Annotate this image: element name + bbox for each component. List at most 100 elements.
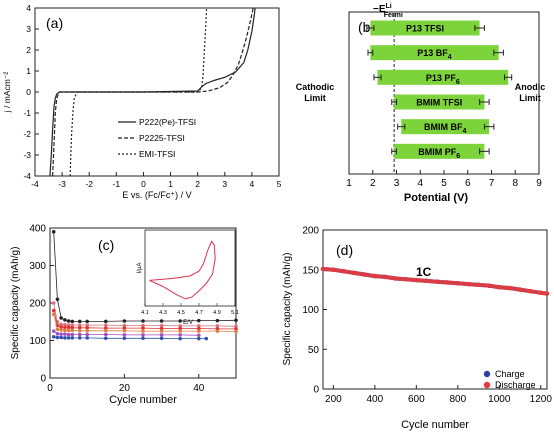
y-tick-label: 200 bbox=[302, 226, 319, 237]
data-point bbox=[70, 332, 75, 337]
data-point bbox=[507, 285, 512, 291]
data-point bbox=[455, 281, 461, 286]
x-tick-label: 5 bbox=[277, 179, 282, 189]
panel-d-label: (d) bbox=[336, 242, 353, 258]
data-point bbox=[204, 336, 209, 341]
y-tick-label: 3 bbox=[26, 24, 31, 34]
data-point bbox=[234, 327, 238, 331]
y-tick-label: 1 bbox=[26, 66, 31, 76]
data-point bbox=[197, 326, 201, 331]
panel-a: (a) -4 -3 -2 -1 0 1 2 3 4 -4 -3 -2 -1 0 1 2 3 4 5 E vs. (… bbox=[2, 3, 282, 200]
bar-label: P13 PF6 bbox=[426, 73, 460, 86]
x-tick-label: 0 bbox=[141, 179, 146, 189]
series-line bbox=[53, 302, 237, 327]
x-tick-label: 800 bbox=[449, 394, 466, 405]
panel-a-label: (a) bbox=[46, 15, 63, 31]
data-point bbox=[51, 229, 56, 234]
y-tick-label: 0 bbox=[26, 87, 31, 97]
data-point bbox=[122, 333, 127, 337]
data-point bbox=[55, 297, 60, 302]
inset-x-tick-label: 4.3 bbox=[159, 310, 167, 316]
data-point bbox=[538, 290, 543, 296]
x-tick-label: 600 bbox=[408, 394, 425, 405]
bar bbox=[394, 94, 485, 110]
y-tick-label: 0 bbox=[40, 374, 46, 385]
data-point bbox=[178, 329, 182, 333]
data-point bbox=[70, 319, 75, 324]
bar-label-main: BMIM PF bbox=[418, 147, 456, 157]
y-tick-label: -1 bbox=[23, 108, 31, 118]
data-point bbox=[51, 329, 56, 333]
series-line bbox=[53, 314, 237, 332]
x-tick-label: 8 bbox=[512, 178, 518, 189]
data-point bbox=[517, 287, 523, 292]
data-point bbox=[197, 333, 201, 338]
x-tick-label: 1 bbox=[168, 179, 173, 189]
data-point bbox=[85, 319, 89, 324]
data-point bbox=[66, 325, 71, 330]
bar-label-subscript: 6 bbox=[456, 153, 460, 160]
data-point bbox=[59, 328, 63, 332]
data-point bbox=[486, 283, 492, 288]
anodic-limit-line2: Limit bbox=[519, 93, 541, 103]
data-point bbox=[59, 325, 63, 329]
x-tick-label: 7 bbox=[489, 178, 495, 189]
x-tick-label: 9 bbox=[536, 178, 542, 189]
series-line bbox=[69, 7, 208, 177]
legend-label-p2225: P2225-TFSI bbox=[139, 133, 185, 143]
data-point bbox=[197, 336, 201, 341]
data-point bbox=[383, 274, 388, 280]
bar bbox=[401, 119, 490, 135]
data-point bbox=[141, 323, 145, 328]
panel-d-annotation: 1C bbox=[416, 265, 432, 279]
legend-marker-charge bbox=[483, 370, 491, 378]
data-point bbox=[403, 277, 409, 282]
bar-label-subscript: 6 bbox=[456, 79, 460, 86]
data-point bbox=[77, 332, 82, 337]
y-tick-label: 50 bbox=[308, 345, 320, 356]
data-point bbox=[159, 326, 164, 331]
series-line bbox=[52, 7, 254, 177]
y-tick-label: -3 bbox=[23, 150, 31, 160]
x-tick-label: 0 bbox=[47, 383, 53, 394]
y-tick-label: -2 bbox=[23, 129, 31, 139]
data-point bbox=[77, 323, 82, 327]
data-point bbox=[234, 324, 238, 329]
data-point bbox=[197, 324, 201, 328]
fermi-subscript: Fermi bbox=[384, 12, 403, 19]
x-tick-label: 40 bbox=[193, 383, 205, 394]
data-point bbox=[424, 278, 429, 284]
data-point bbox=[66, 332, 71, 337]
bar-label-main: BMIM TFSI bbox=[416, 98, 462, 108]
bar-label-main: P13 TFSI bbox=[406, 24, 444, 34]
data-point bbox=[70, 325, 75, 330]
data-point bbox=[51, 308, 56, 313]
bar-label-subscript: 4 bbox=[462, 128, 466, 135]
data-point bbox=[59, 316, 63, 320]
panel-a-xlabel: E vs. (Fc/Fc⁺) / V bbox=[122, 190, 191, 200]
data-point bbox=[465, 281, 471, 287]
panel-d-legend: Charge Discharge bbox=[483, 369, 536, 390]
data-point bbox=[55, 331, 60, 336]
bar-label: BMIM TFSI bbox=[416, 98, 462, 108]
data-point bbox=[341, 269, 346, 274]
bar-label-main: P13 BF bbox=[417, 48, 448, 58]
inset-x-tick-label: 4.1 bbox=[141, 310, 149, 316]
data-point bbox=[234, 329, 238, 334]
bar bbox=[370, 45, 499, 61]
bar-label: BMIM BF4 bbox=[424, 122, 467, 135]
data-point bbox=[141, 336, 145, 341]
data-point bbox=[55, 327, 60, 332]
data-point bbox=[59, 322, 63, 327]
y-tick-label: 2 bbox=[26, 45, 31, 55]
data-point bbox=[104, 336, 108, 341]
panel-a-ylabel: j / mAcm⁻² bbox=[2, 72, 12, 114]
cathodic-limit-line1: Cathodic bbox=[296, 82, 335, 92]
data-point bbox=[66, 319, 71, 323]
data-point bbox=[528, 289, 533, 294]
series-line bbox=[53, 231, 237, 322]
legend-label-emi: EMI-TFSI bbox=[139, 149, 175, 159]
x-tick-label: 6 bbox=[465, 178, 471, 189]
y-tick-label: 150 bbox=[302, 265, 319, 276]
